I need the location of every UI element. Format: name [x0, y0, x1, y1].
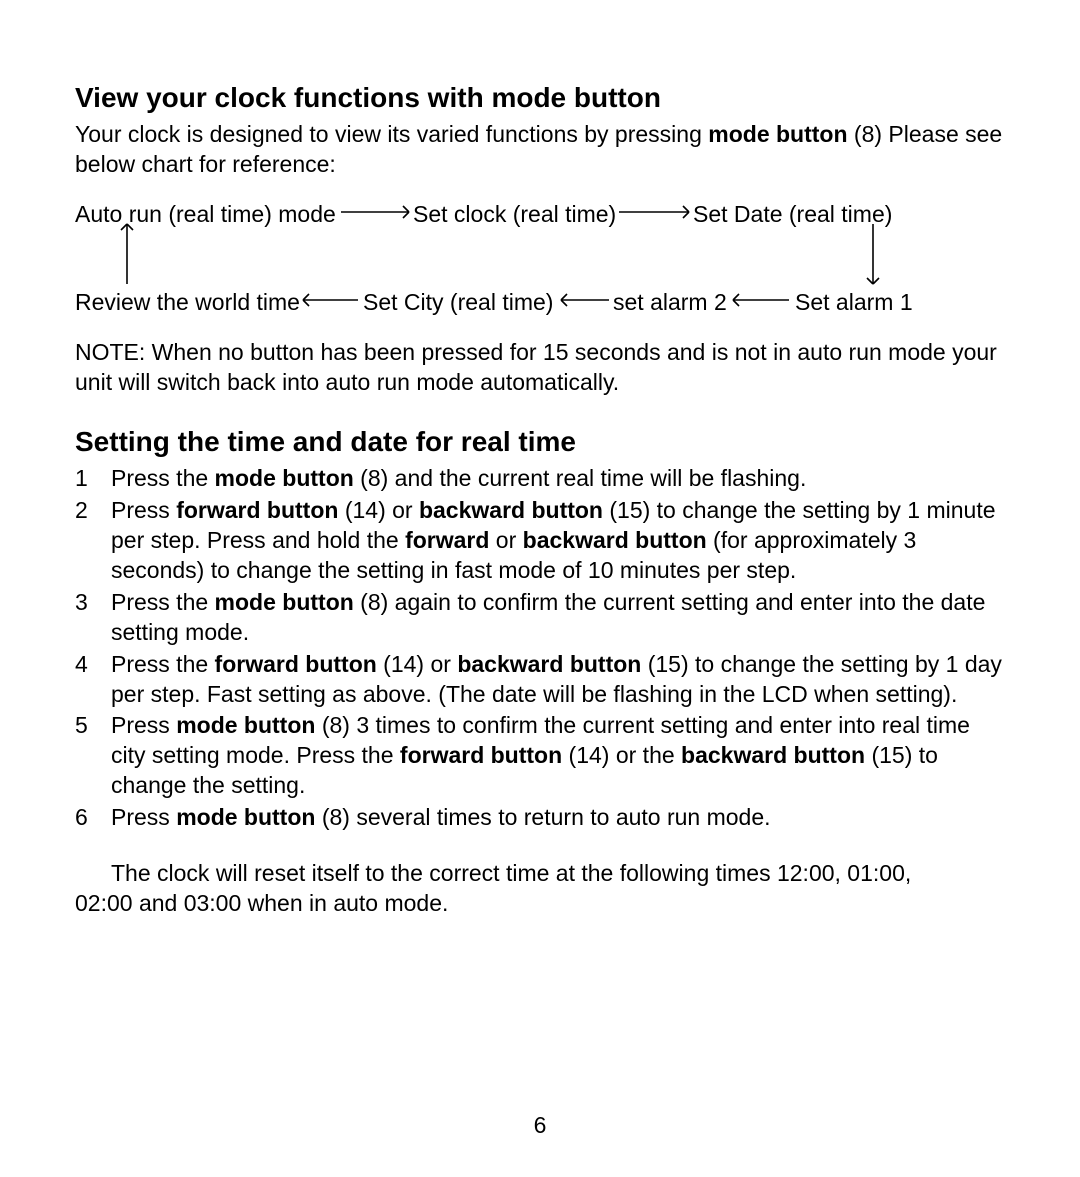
- step-text: Press the mode button (8) and the curren…: [111, 464, 1005, 494]
- step-number: 1: [75, 464, 111, 494]
- step-text: Press the forward button (14) or backwar…: [111, 650, 1005, 710]
- text-run: Press: [111, 712, 176, 738]
- page-number: 6: [0, 1111, 1080, 1141]
- intro-bold: mode button: [708, 121, 847, 147]
- flowchart-node-seta1: Set alarm 1: [795, 288, 913, 318]
- section1-heading: View your clock functions with mode butt…: [75, 80, 1005, 116]
- step-number: 6: [75, 803, 111, 833]
- text-run: (8) and the current real time will be fl…: [354, 465, 807, 491]
- section1-intro: Your clock is designed to view its varie…: [75, 120, 1005, 180]
- step-item: 1Press the mode button (8) and the curre…: [75, 464, 1005, 494]
- step-number: 4: [75, 650, 111, 710]
- flowchart-node-setdt: Set Date (real time): [693, 200, 892, 230]
- bold-run: mode button: [176, 712, 315, 738]
- flowchart-node-setclk: Set clock (real time): [413, 200, 616, 230]
- step-item: 2Press forward button (14) or backward b…: [75, 496, 1005, 586]
- bold-run: mode button: [215, 465, 354, 491]
- bold-run: forward button: [400, 742, 562, 768]
- text-run: Press the: [111, 589, 215, 615]
- document-page: View your clock functions with mode butt…: [0, 0, 1080, 1177]
- text-run: Press: [111, 804, 176, 830]
- closing-paragraph: The clock will reset itself to the corre…: [75, 859, 1005, 919]
- bold-run: backward button: [681, 742, 865, 768]
- text-run: (8) several times to return to auto run …: [315, 804, 770, 830]
- text-run: Press the: [111, 465, 215, 491]
- flowchart-node-review: Review the world time: [75, 288, 300, 318]
- step-item: 3Press the mode button (8) again to conf…: [75, 588, 1005, 648]
- bold-run: mode button: [215, 589, 354, 615]
- bold-run: backward button: [457, 651, 641, 677]
- section2-heading: Setting the time and date for real time: [75, 424, 1005, 460]
- text-run: (14) or: [338, 497, 419, 523]
- text-run: (14) or: [377, 651, 458, 677]
- step-number: 3: [75, 588, 111, 648]
- intro-pre: Your clock is designed to view its varie…: [75, 121, 708, 147]
- flowchart-node-seta2: set alarm 2: [613, 288, 727, 318]
- closing-line2: 02:00 and 03:00 when in auto mode.: [75, 889, 1005, 919]
- step-text: Press forward button (14) or backward bu…: [111, 496, 1005, 586]
- flowchart-node-auto: Auto run (real time) mode: [75, 200, 336, 230]
- bold-run: forward: [405, 527, 489, 553]
- step-item: 5Press mode button (8) 3 times to confir…: [75, 711, 1005, 801]
- bold-run: forward button: [176, 497, 338, 523]
- step-number: 2: [75, 496, 111, 586]
- text-run: or: [489, 527, 522, 553]
- step-text: Press the mode button (8) again to confi…: [111, 588, 1005, 648]
- steps-list: 1Press the mode button (8) and the curre…: [75, 464, 1005, 833]
- step-item: 4Press the forward button (14) or backwa…: [75, 650, 1005, 710]
- bold-run: backward button: [523, 527, 707, 553]
- bold-run: forward button: [215, 651, 377, 677]
- mode-flowchart: Auto run (real time) mode Set clock (real…: [75, 200, 1005, 320]
- text-run: Press the: [111, 651, 215, 677]
- bold-run: mode button: [176, 804, 315, 830]
- step-text: Press mode button (8) 3 times to confirm…: [111, 711, 1005, 801]
- flowchart-node-setcity: Set City (real time): [363, 288, 553, 318]
- step-text: Press mode button (8) several times to r…: [111, 803, 1005, 833]
- bold-run: backward button: [419, 497, 603, 523]
- closing-line1: The clock will reset itself to the corre…: [75, 859, 1005, 889]
- step-item: 6Press mode button (8) several times to …: [75, 803, 1005, 833]
- step-number: 5: [75, 711, 111, 801]
- note-paragraph: NOTE: When no button has been pressed fo…: [75, 338, 1005, 398]
- text-run: (14) or the: [562, 742, 681, 768]
- text-run: Press: [111, 497, 176, 523]
